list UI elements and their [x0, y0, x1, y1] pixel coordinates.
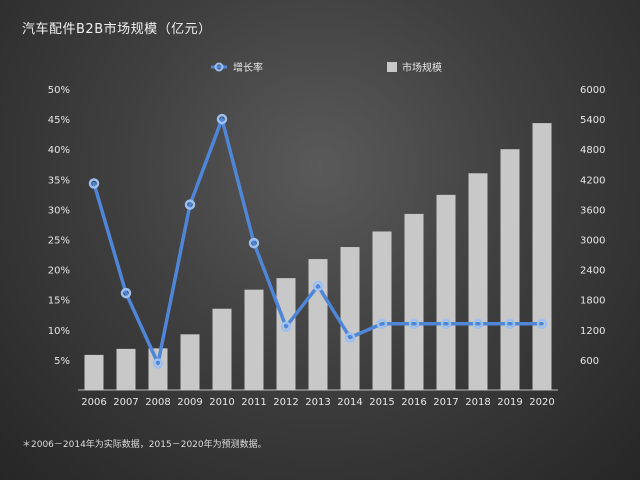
line-series	[88, 113, 548, 369]
line-point	[280, 321, 292, 333]
x-tick-label: 2018	[465, 397, 490, 408]
y-right-tick-label: 4800	[580, 145, 605, 156]
bar	[372, 231, 392, 390]
line-point	[376, 318, 388, 330]
bar	[244, 289, 264, 390]
x-tick-label: 2008	[145, 397, 170, 408]
bar	[148, 348, 168, 390]
y-right-tick-label: 4200	[580, 175, 605, 186]
bar	[340, 247, 360, 390]
chart-legend: 增长率 市场规模	[211, 61, 442, 74]
bar	[212, 308, 232, 390]
bar	[436, 194, 456, 390]
y-left-tick-label: 50%	[48, 85, 70, 96]
y-right-tick-label: 1200	[580, 326, 605, 337]
bar	[116, 348, 136, 390]
line-point	[184, 199, 196, 210]
line-point	[472, 318, 484, 330]
footnote: ＊2006－2014年为实际数据，2015－2020年为预测数据。	[22, 440, 267, 450]
y-right-tick-label: 600	[580, 356, 599, 367]
y-left-tick-label: 15%	[48, 296, 70, 307]
y-right-tick-label: 3000	[580, 236, 605, 247]
line-point	[536, 318, 548, 330]
x-tick-label: 2020	[529, 397, 554, 408]
x-tick-label: 2015	[369, 397, 394, 408]
y-left-tick-label: 35%	[48, 175, 70, 186]
bar	[404, 213, 424, 390]
line-point	[504, 318, 516, 330]
x-tick-label: 2009	[177, 397, 202, 408]
line-point	[152, 358, 164, 369]
line-point	[88, 178, 100, 189]
bar	[468, 173, 488, 390]
bar	[532, 123, 552, 390]
x-tick-label: 2006	[81, 397, 106, 408]
bar	[180, 334, 200, 390]
y-right-tick-label: 6000	[580, 85, 605, 96]
y-left-tick-label: 40%	[48, 145, 70, 156]
y-right-tick-label: 2400	[580, 266, 605, 277]
line-point	[120, 287, 132, 299]
x-tick-label: 2016	[401, 397, 426, 408]
chart-title: 汽车配件B2B市场规模（亿元）	[22, 22, 212, 37]
x-tick-label: 2014	[337, 397, 362, 408]
x-tick-label: 2013	[305, 397, 330, 408]
y-left-tick-label: 25%	[48, 236, 70, 247]
x-tick-label: 2019	[497, 397, 522, 408]
legend-label-market: 市场规模	[402, 61, 442, 74]
bar	[500, 149, 520, 390]
x-tick-label: 2007	[113, 397, 138, 408]
y-left-tick-label: 5%	[54, 356, 70, 367]
growth-line	[92, 117, 544, 366]
chart-axes: 5% 10% 15% 20% 25% 30% 35% 40% 45% 50% 600 1200 1800…	[48, 85, 606, 408]
bar	[84, 354, 104, 390]
line-point	[216, 113, 228, 125]
line-point	[440, 318, 452, 330]
y-right-tick-label: 3600	[580, 205, 605, 216]
x-tick-label: 2011	[241, 397, 266, 408]
x-tick-label: 2012	[273, 397, 298, 408]
line-point	[344, 332, 356, 343]
bar	[308, 259, 328, 390]
x-tick-label: 2010	[209, 397, 234, 408]
line-point	[312, 280, 324, 292]
line-point	[408, 318, 420, 330]
y-left-tick-label: 30%	[48, 205, 70, 216]
legend-bar-swatch	[387, 62, 397, 72]
y-left-tick-label: 10%	[48, 326, 70, 337]
legend-label-growth: 增长率	[233, 61, 263, 74]
y-right-tick-label: 1800	[580, 296, 605, 307]
y-right-tick-label: 5400	[580, 115, 605, 126]
x-tick-label: 2017	[433, 397, 458, 408]
legend-line-marker	[214, 62, 224, 72]
y-left-tick-label: 20%	[48, 266, 70, 277]
bar	[276, 278, 296, 390]
y-left-tick-label: 45%	[48, 115, 70, 126]
line-point	[248, 237, 260, 249]
bar-series	[84, 123, 552, 390]
